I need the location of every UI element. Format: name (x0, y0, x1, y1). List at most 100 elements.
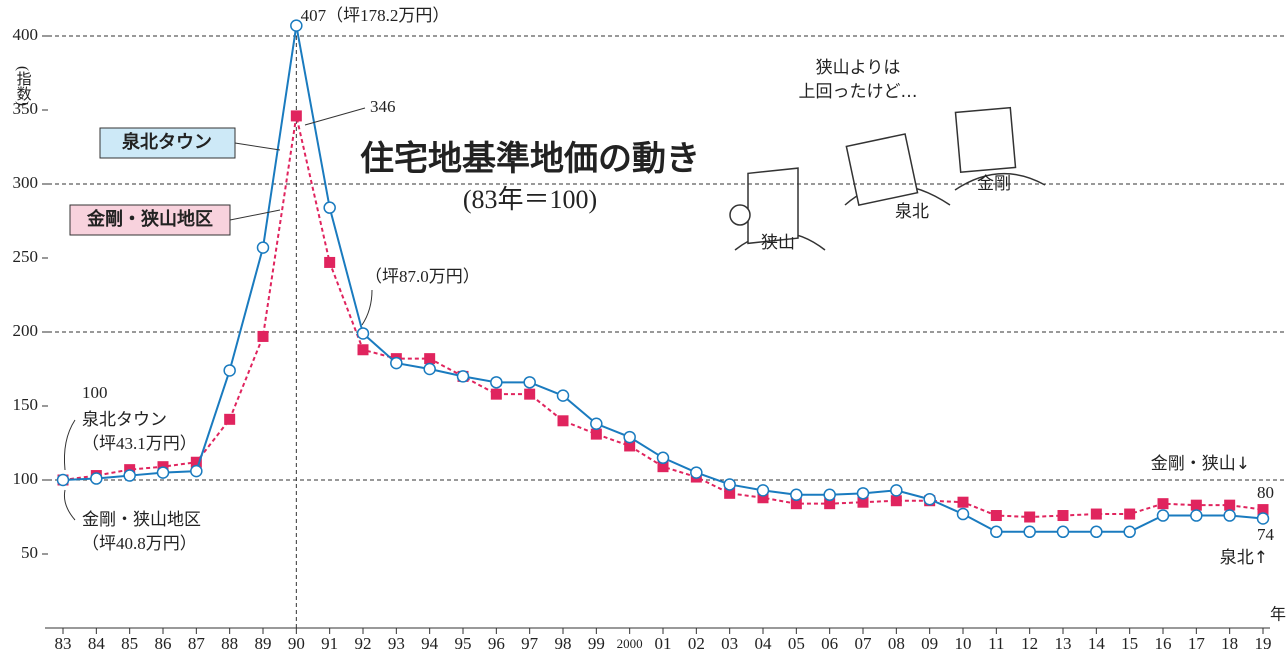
point (524, 377, 535, 388)
point (1058, 526, 1069, 537)
point (224, 365, 235, 376)
point (1158, 510, 1169, 521)
point (924, 494, 935, 505)
x-tick-label: 11 (988, 634, 1004, 653)
legend-item: 金剛・狭山地区 (70, 205, 230, 235)
point (791, 489, 802, 500)
x-tick-label: 83 (55, 634, 72, 653)
point (491, 377, 502, 388)
point (591, 418, 602, 429)
point (758, 485, 769, 496)
point (1024, 526, 1035, 537)
annotation: 上回ったけど… (799, 82, 918, 102)
chart-subtitle: (83年＝100) (463, 185, 597, 214)
point (824, 489, 835, 500)
x-tick-label: 84 (88, 634, 106, 653)
point (724, 479, 735, 490)
x-tick-label: 04 (755, 634, 773, 653)
annotation: （坪40.8万円） (82, 534, 197, 553)
x-tick-label: 07 (855, 634, 873, 653)
point (991, 526, 1002, 537)
x-tick-label: 91 (321, 634, 338, 653)
x-tick-label: 90 (288, 634, 305, 653)
point (324, 257, 335, 268)
legend-label: 泉北タウン (122, 131, 212, 153)
x-tick-label: 2000 (617, 636, 643, 651)
x-tick-label: 95 (455, 634, 472, 653)
y-tick-label: 400 (13, 25, 39, 44)
point (191, 466, 202, 477)
annotation: 狭山よりは (816, 58, 901, 78)
point (491, 389, 502, 400)
point (558, 415, 569, 426)
x-tick-label: 97 (521, 634, 539, 653)
point (291, 110, 302, 121)
annotation: 泉北↑ (1220, 548, 1268, 568)
x-tick-label: 86 (155, 634, 172, 653)
point (1124, 526, 1135, 537)
point (1024, 512, 1035, 523)
point (591, 429, 602, 440)
point (1158, 498, 1169, 509)
point (224, 414, 235, 425)
x-tick-label: 18 (1221, 634, 1238, 653)
y-tick-label: 200 (13, 321, 39, 340)
point (1091, 509, 1102, 520)
x-tick-label: 03 (721, 634, 738, 653)
point (958, 497, 969, 508)
point (691, 467, 702, 478)
x-tick-label: 96 (488, 634, 505, 653)
point (58, 475, 69, 486)
arrow (64, 420, 75, 470)
point (158, 467, 169, 478)
point (1258, 513, 1269, 524)
annotation: 80 (1257, 483, 1274, 502)
legend-leader (235, 143, 280, 150)
x-tick-label: 16 (1155, 634, 1172, 653)
x-axis-label: 年 (1270, 606, 1286, 624)
point (358, 344, 369, 355)
point (1224, 510, 1235, 521)
x-tick-label: 99 (588, 634, 605, 653)
point (891, 485, 902, 496)
legend-item: 泉北タウン (100, 128, 235, 158)
point (1124, 509, 1135, 520)
point (258, 331, 269, 342)
x-tick-label: 12 (1021, 634, 1038, 653)
chart-title: 住宅地基準地価の動き (360, 139, 700, 178)
annotation: 泉北タウン (82, 410, 167, 430)
x-tick-label: 06 (821, 634, 838, 653)
point (658, 452, 669, 463)
point (991, 510, 1002, 521)
point (391, 358, 402, 369)
point (258, 242, 269, 253)
point (858, 488, 869, 499)
point (324, 202, 335, 213)
arrow (64, 490, 75, 520)
x-tick-label: 98 (555, 634, 572, 653)
x-tick-label: 19 (1255, 634, 1272, 653)
x-tick-label: 85 (121, 634, 138, 653)
x-tick-label: 89 (255, 634, 272, 653)
annotation: 74 (1257, 525, 1275, 544)
x-tick-label: 87 (188, 634, 206, 653)
x-tick-label: 92 (355, 634, 372, 653)
x-tick-label: 08 (888, 634, 905, 653)
point (524, 389, 535, 400)
y-tick-label: 100 (13, 469, 39, 488)
annotation: 407（坪178.2万円） (301, 6, 450, 25)
point (958, 509, 969, 520)
x-tick-label: 93 (388, 634, 405, 653)
point (424, 364, 435, 375)
chart: 住宅地基準地価の動き (83年＝100) (指数) 年 501001502002… (0, 0, 1288, 656)
x-tick-label: 17 (1188, 634, 1206, 653)
point (558, 390, 569, 401)
point (91, 473, 102, 484)
x-tick-label: 01 (655, 634, 672, 653)
annotation: 泉北 (895, 202, 929, 222)
annotation: （坪43.1万円） (82, 434, 197, 453)
x-tick-label: 09 (921, 634, 938, 653)
y-tick-label: 250 (13, 247, 39, 266)
y-tick-label: 150 (13, 395, 39, 414)
point (1224, 500, 1235, 511)
